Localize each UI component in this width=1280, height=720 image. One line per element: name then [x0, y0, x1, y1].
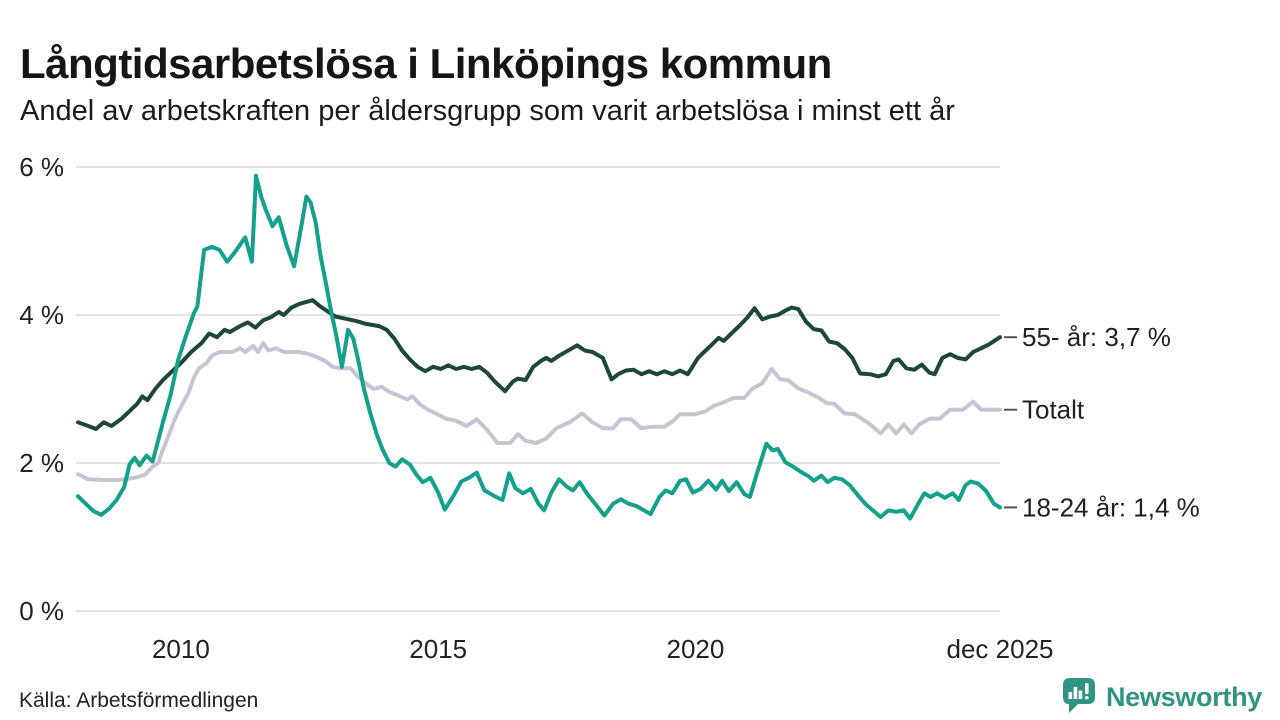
- newsworthy-logo-text: Newsworthy: [1105, 682, 1262, 712]
- x-axis-tick-label: dec 2025: [947, 634, 1054, 664]
- newsworthy-logo-icon: [1061, 676, 1097, 719]
- exclamation-dot: [1084, 696, 1089, 700]
- series-line-totalt: [76, 341, 1002, 482]
- exclamation-stem: [1084, 683, 1089, 694]
- page-title: Långtidsarbetslösa i Linköpings kommun: [20, 40, 832, 88]
- chart-subtitle: Andel av arbetskraften per åldersgrupp s…: [20, 95, 955, 127]
- series-end-label-55plus: 55- år: 3,7 %: [1022, 322, 1171, 352]
- series-line-55plus: [76, 298, 1002, 431]
- x-axis-tick-label: 2010: [152, 634, 210, 664]
- y-axis-tick-label: 6 %: [19, 152, 64, 182]
- bar-chart-icon: [1068, 683, 1089, 700]
- y-axis-tick-label: 0 %: [19, 596, 64, 626]
- newsworthy-logo[interactable]: Newsworthy: [1061, 676, 1262, 719]
- x-axis-tick-label: 2015: [409, 634, 467, 664]
- x-axis-tick-label: 2020: [666, 634, 724, 664]
- series-end-label-18-24: 18-24 år: 1,4 %: [1022, 492, 1200, 522]
- series-end-label-totalt: Totalt: [1022, 395, 1085, 425]
- y-axis-tick-label: 2 %: [19, 448, 64, 478]
- source-note: Källa: Arbetsförmedlingen: [19, 689, 259, 712]
- y-axis-tick-label: 4 %: [19, 300, 64, 330]
- series-line-18-24: [76, 173, 1002, 521]
